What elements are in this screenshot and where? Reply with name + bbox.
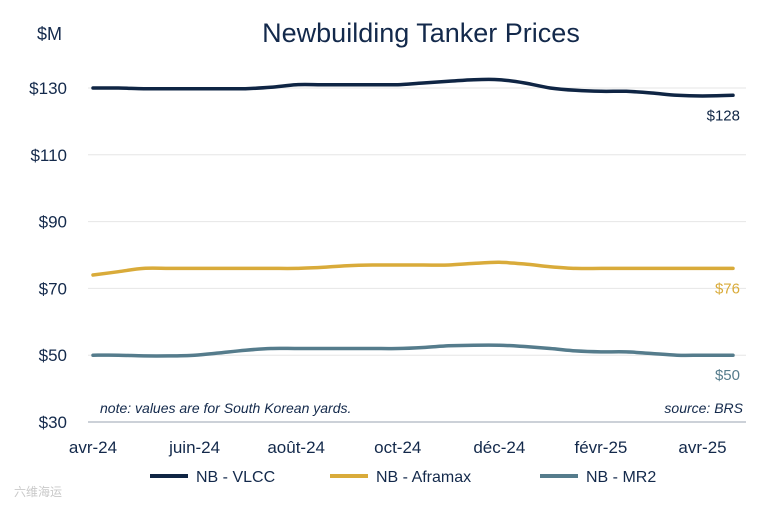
y-tick-label: $110 (30, 146, 67, 165)
series-line-vlcc (91, 77, 735, 98)
gridlines (88, 87, 746, 423)
footnote: note: values are for South Korean yards. (100, 400, 351, 416)
source-note: source: BRS (664, 400, 743, 416)
y-axis-ticks: $30 $50 $70 $90 $110 $130 (29, 79, 67, 432)
series-lines (91, 77, 735, 358)
end-label-aframax: $76 (715, 280, 740, 297)
y-tick-label: $90 (39, 213, 67, 232)
legend: NB - VLCC NB - Aframax NB - MR2 (150, 469, 656, 486)
end-label-mr2: $50 (715, 367, 740, 384)
y-axis-unit-label: $M (37, 24, 62, 44)
series-line-mr2 (91, 343, 735, 358)
y-tick-label: $70 (39, 279, 67, 298)
end-value-labels: $128 $76 $50 (707, 107, 740, 384)
series-line-aframax (91, 260, 735, 277)
legend-label-aframax: NB - Aframax (376, 469, 471, 486)
x-tick-label: juin-24 (168, 438, 220, 457)
x-tick-label: avr-24 (69, 438, 117, 457)
x-tick-label: oct-24 (374, 438, 421, 457)
y-tick-label: $130 (29, 79, 67, 98)
x-tick-label: févr-25 (574, 438, 627, 457)
legend-label-mr2: NB - MR2 (586, 469, 656, 486)
x-axis-ticks: avr-24 juin-24 août-24 oct-24 déc-24 févr-25 a… (69, 438, 727, 457)
legend-label-vlcc: NB - VLCC (196, 469, 275, 486)
end-label-vlcc: $128 (707, 107, 740, 124)
chart-title: Newbuilding Tanker Prices (262, 18, 580, 48)
x-tick-label: août-24 (267, 438, 325, 457)
x-tick-label: avr-25 (678, 438, 726, 457)
watermark: 六维海运 (14, 484, 62, 499)
y-tick-label: $30 (39, 413, 67, 432)
y-tick-label: $50 (39, 346, 67, 365)
x-tick-label: déc-24 (473, 438, 525, 457)
